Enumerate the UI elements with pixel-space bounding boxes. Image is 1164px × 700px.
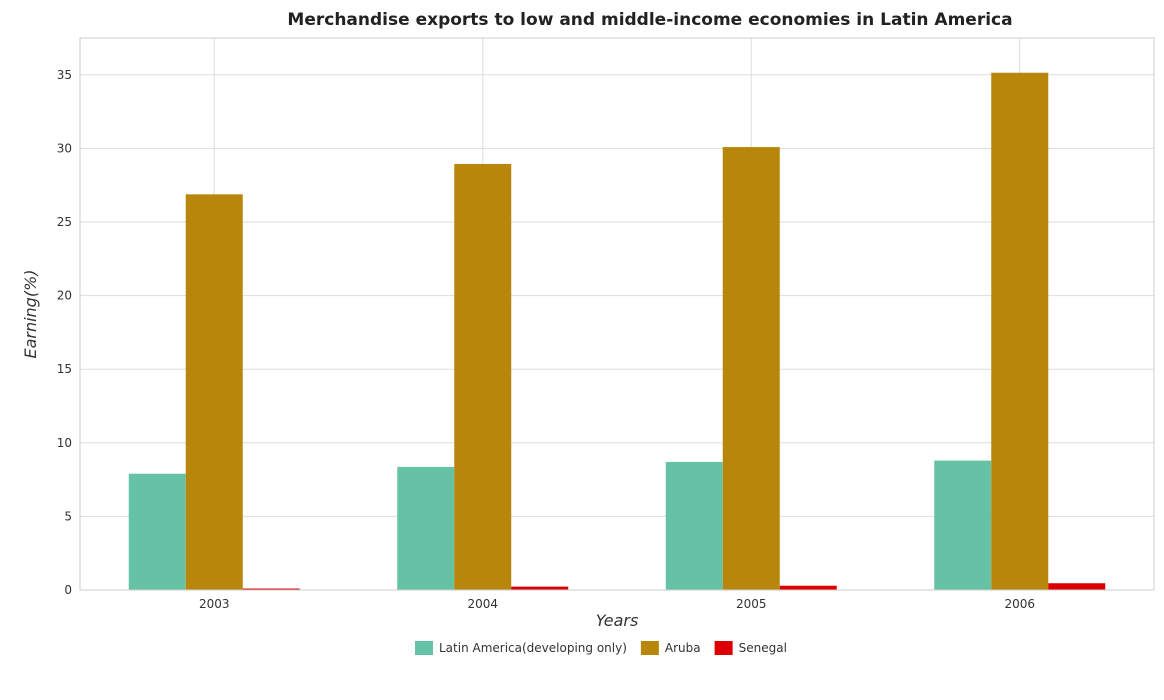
y-tick-label: 0: [64, 583, 72, 597]
y-tick-label: 10: [57, 436, 72, 450]
bar: [397, 466, 455, 590]
x-tick-label: 2005: [736, 597, 767, 611]
y-tick-label: 15: [57, 362, 72, 376]
legend-label: Senegal: [739, 641, 787, 655]
legend-label: Latin America(developing only): [439, 641, 627, 655]
legend-swatch: [640, 641, 659, 655]
plot-frame: [79, 37, 1155, 591]
x-tick-label: 2004: [467, 597, 498, 611]
y-tick-label: 30: [57, 141, 72, 155]
bar: [454, 164, 512, 590]
y-tick-label: 5: [64, 509, 72, 523]
bar: [185, 194, 243, 590]
bars: [128, 72, 1106, 590]
bar: [779, 585, 837, 590]
bar: [665, 461, 723, 590]
y-axis-label: Earning(%): [21, 269, 40, 358]
y-axis-ticks: 0 5 10 15 20 25 30 35: [57, 68, 72, 597]
y-tick-label: 25: [57, 215, 72, 229]
y-tick-label: 20: [57, 289, 72, 303]
bar: [128, 473, 186, 590]
legend-swatch: [415, 641, 433, 655]
legend-label: Aruba: [665, 641, 701, 655]
bar: [1048, 583, 1106, 590]
bar: [991, 72, 1049, 590]
x-axis-label: Years: [596, 611, 639, 630]
bar: [722, 147, 780, 590]
x-tick-label: 2003: [199, 597, 230, 611]
y-tick-label: 35: [57, 68, 72, 82]
bar: [511, 586, 569, 590]
legend-swatch: [714, 641, 733, 655]
bar: [242, 588, 300, 590]
x-tick-label: 2006: [1004, 597, 1035, 611]
x-axis-ticks: 2003 2004 2005 2006: [199, 597, 1035, 611]
legend: Latin America(developing only) Aruba Seneg…: [415, 641, 787, 655]
bar: [934, 460, 992, 590]
chart-title: Merchandise exports to low and middle-in…: [287, 10, 1012, 30]
